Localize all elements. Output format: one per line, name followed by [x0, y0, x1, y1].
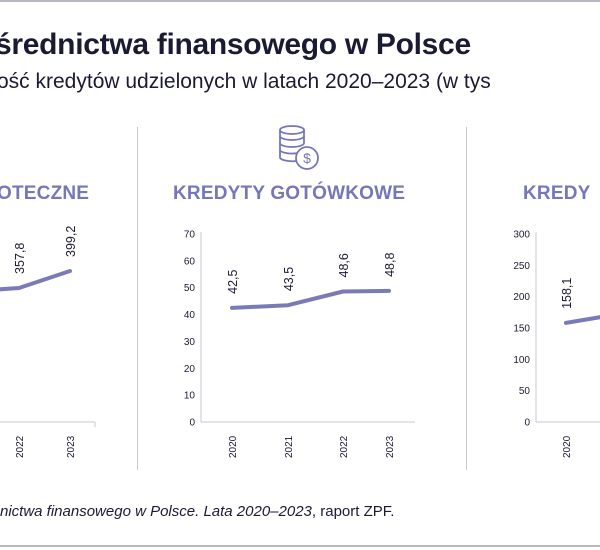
top-border — [0, 0, 600, 2]
panel-divider-right — [466, 127, 467, 470]
y-tick-label: 0 — [189, 418, 195, 429]
series-line-2 — [564, 315, 600, 325]
x-tick-label: 2020 — [562, 435, 573, 458]
page-subtitle: ość kredytów udzielonych w latach 2020–2… — [0, 70, 491, 93]
panel-title-third: KREDY — [523, 183, 591, 204]
data-label: 48,6 — [337, 253, 351, 277]
y-tick-label: 250 — [513, 261, 530, 272]
bottom-border — [0, 545, 600, 547]
source-note-title: nictwa finansowego w Polsce. Lata 2020–2… — [0, 503, 312, 520]
y-tick-label: 40 — [184, 310, 196, 321]
y-tick-label: 50 — [184, 283, 196, 294]
panel-title-mortgage: OTECZNE — [0, 183, 90, 204]
x-tick-label: 2022 — [339, 435, 350, 458]
y-tick-label: 100 — [513, 355, 530, 366]
x-tick-label: 2023 — [385, 435, 396, 458]
y-tick-label: 0 — [524, 418, 530, 429]
x-tick-label: 2023 — [66, 435, 77, 458]
data-label: 42,5 — [226, 269, 240, 293]
page-title: średnictwa finansowego w Polsce — [0, 28, 471, 61]
data-label: 399,2 — [64, 226, 78, 257]
coin-stack-dollar-icon: $ — [279, 125, 319, 170]
y-tick-label: 20 — [184, 364, 196, 375]
series-line-0 — [0, 269, 72, 292]
y-tick-label: 30 — [184, 337, 196, 348]
y-tick-label: 70 — [184, 230, 196, 241]
y-tick-label: 200 — [513, 292, 530, 303]
data-label: 48,8 — [383, 253, 397, 277]
x-tick-label: 2020 — [228, 435, 239, 458]
series-line-1 — [230, 288, 391, 310]
source-note: nictwa finansowego w Polsce. Lata 2020–2… — [0, 503, 394, 520]
x-tick-label: 2021 — [284, 435, 295, 458]
y-tick-label: 50 — [519, 386, 531, 397]
svg-text:$: $ — [303, 150, 311, 166]
x-tick-label: 2022 — [15, 435, 26, 458]
y-tick-label: 300 — [513, 230, 530, 241]
source-note-rest: , raport ZPF. — [311, 503, 395, 520]
data-label: 158,1 — [560, 278, 574, 309]
panel-divider-left — [137, 127, 138, 470]
data-label: 43,5 — [282, 267, 296, 291]
y-tick-label: 60 — [184, 256, 196, 267]
y-tick-label: 150 — [513, 324, 530, 335]
panel-title-cash-loans: KREDYTY GOTÓWKOWE — [173, 183, 406, 204]
data-label: 357,8 — [13, 243, 27, 274]
y-tick-label: 10 — [184, 391, 196, 402]
